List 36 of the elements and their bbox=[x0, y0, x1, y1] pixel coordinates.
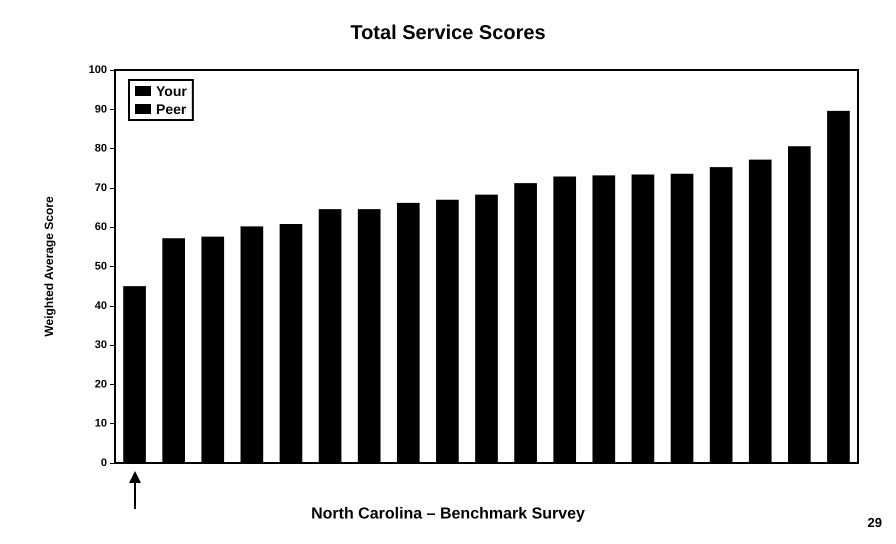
bar bbox=[396, 202, 420, 463]
y-tick-label: 40 bbox=[94, 300, 107, 312]
bar bbox=[240, 226, 264, 463]
y-tick-label: 70 bbox=[94, 182, 107, 194]
bar bbox=[201, 236, 224, 463]
bar bbox=[788, 146, 811, 463]
bar bbox=[748, 160, 772, 463]
y-tick-label: 10 bbox=[94, 418, 107, 430]
bar bbox=[592, 175, 616, 463]
y-tick-label: 0 bbox=[100, 457, 107, 469]
bar bbox=[710, 167, 732, 463]
bar bbox=[162, 238, 185, 463]
bar bbox=[632, 174, 654, 463]
chart-title: Total Service Scores bbox=[350, 22, 546, 44]
y-tick-label: 60 bbox=[94, 221, 107, 234]
text: North Carolina – Benchmark Survey bbox=[311, 506, 586, 522]
bar bbox=[553, 176, 576, 463]
bar bbox=[436, 200, 459, 463]
bar bbox=[475, 194, 498, 463]
y-tick-label: 80 bbox=[94, 142, 107, 155]
legend-label: Your bbox=[156, 83, 188, 99]
y-axis-title: Weighted Average Score bbox=[42, 196, 56, 337]
bar bbox=[318, 209, 342, 463]
legend-label: Peer bbox=[156, 101, 187, 117]
y-tick-label: 50 bbox=[94, 260, 107, 272]
y-tick-label: 100 bbox=[88, 64, 107, 76]
y-tick-label: 30 bbox=[94, 339, 107, 352]
bar bbox=[827, 110, 850, 463]
y-tick-label: 20 bbox=[94, 378, 107, 390]
bar bbox=[670, 174, 694, 463]
bar bbox=[514, 183, 537, 463]
text: 29 bbox=[868, 515, 882, 530]
y-tick-label: 90 bbox=[94, 103, 107, 116]
bar bbox=[123, 286, 146, 463]
bar bbox=[280, 224, 302, 463]
bar bbox=[358, 209, 381, 463]
